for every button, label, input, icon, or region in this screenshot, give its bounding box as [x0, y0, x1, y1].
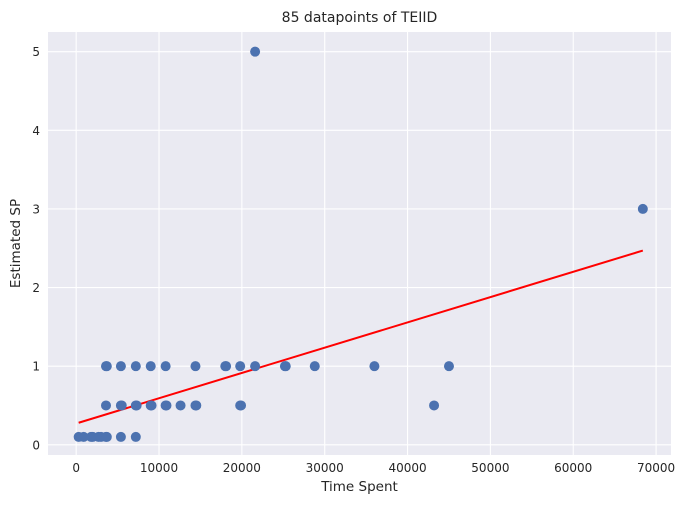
data-point [369, 361, 380, 372]
fit-line-segment [78, 249, 644, 424]
data-point [443, 361, 454, 372]
data-point [101, 361, 112, 372]
y-axis-label: Estimated SP [8, 199, 24, 288]
data-point [191, 400, 202, 411]
data-point [309, 361, 320, 372]
x-tick-label: 70000 [637, 461, 675, 475]
data-point [161, 400, 172, 411]
x-tick-label: 0 [72, 461, 80, 475]
x-tick-label: 10000 [140, 461, 178, 475]
x-tick-label: 60000 [554, 461, 592, 475]
y-tick-label: 0 [32, 438, 40, 452]
chart-title: 85 datapoints of TEIID [282, 10, 438, 26]
data-point [100, 400, 111, 411]
data-point [175, 400, 186, 411]
data-points [73, 46, 648, 442]
data-point [115, 361, 126, 372]
data-point [190, 361, 201, 372]
y-tick-label: 5 [32, 45, 40, 59]
data-point [115, 431, 126, 442]
plot-area [48, 32, 671, 455]
data-point [280, 361, 291, 372]
data-point [130, 361, 141, 372]
data-point [429, 400, 440, 411]
y-tick-labels: 0 1 2 3 4 5 [32, 45, 40, 452]
data-point [235, 361, 246, 372]
data-point [160, 361, 171, 372]
grid-lines [48, 32, 671, 455]
data-point [221, 361, 232, 372]
data-point [250, 46, 261, 57]
data-point [116, 400, 127, 411]
data-point [637, 203, 648, 214]
x-tick-label: 20000 [223, 461, 261, 475]
data-point [101, 431, 112, 442]
y-tick-label: 1 [32, 360, 40, 374]
x-tick-label: 50000 [471, 461, 509, 475]
x-tick-label: 40000 [388, 461, 426, 475]
data-point [78, 431, 89, 442]
data-point [130, 431, 141, 442]
x-tick-labels: 0 10000 20000 30000 40000 50000 60000 70000 [72, 461, 675, 475]
data-point [236, 400, 247, 411]
data-point [145, 361, 156, 372]
y-tick-label: 2 [32, 281, 40, 295]
y-tick-label: 4 [32, 124, 40, 138]
y-tick-label: 3 [32, 202, 40, 216]
data-point [146, 400, 157, 411]
x-tick-label: 30000 [306, 461, 344, 475]
data-point [131, 400, 142, 411]
data-point [250, 361, 261, 372]
regression-line [78, 249, 644, 424]
x-axis-label: Time Spent [320, 479, 398, 495]
